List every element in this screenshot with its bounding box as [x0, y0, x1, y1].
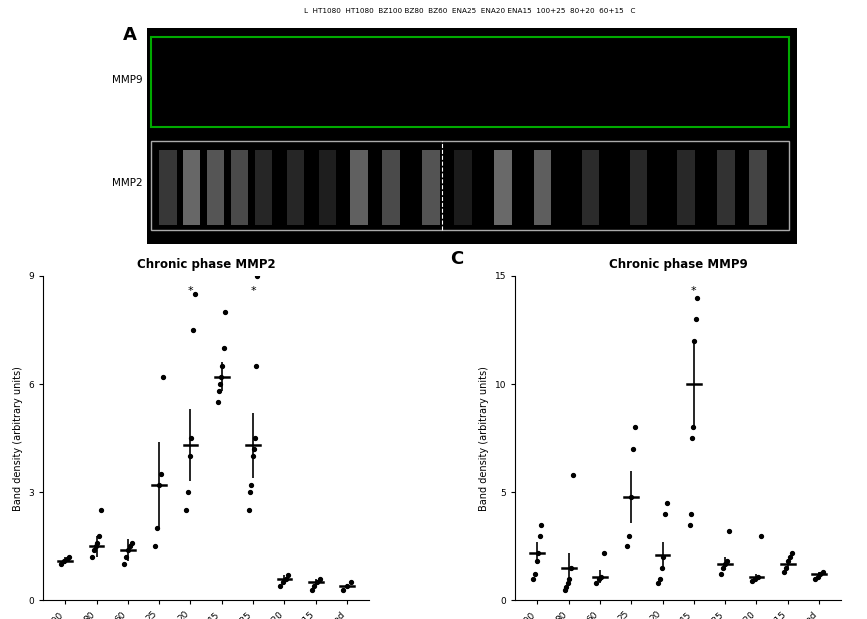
Title: Chronic phase MMP9: Chronic phase MMP9 [609, 258, 747, 271]
Bar [382, 150, 400, 225]
Y-axis label: Band density (arbitrary units): Band density (arbitrary units) [479, 366, 489, 511]
Text: MMP9: MMP9 [113, 75, 143, 85]
Bar [717, 150, 735, 225]
Text: *: * [187, 285, 193, 296]
Text: MMP2: MMP2 [113, 178, 143, 188]
Bar [287, 150, 304, 225]
Bar [749, 150, 766, 225]
Bar [183, 150, 200, 225]
Bar [454, 150, 472, 225]
Bar [582, 150, 599, 225]
Bar [207, 150, 225, 225]
Bar [677, 150, 695, 225]
Title: Chronic phase MMP2: Chronic phase MMP2 [137, 258, 276, 271]
Bar [422, 150, 440, 225]
Bar [151, 141, 789, 230]
Bar [629, 150, 647, 225]
Y-axis label: Band density (arbitrary units): Band density (arbitrary units) [13, 366, 23, 511]
Bar [231, 150, 248, 225]
Bar [255, 150, 272, 225]
Bar [350, 150, 368, 225]
Text: A: A [123, 25, 137, 43]
Text: *: * [691, 285, 697, 296]
Bar [534, 150, 551, 225]
Bar [159, 150, 177, 225]
Bar [494, 150, 512, 225]
Text: *: * [251, 285, 256, 296]
Bar [151, 37, 789, 127]
Bar [318, 150, 336, 225]
Text: C: C [450, 250, 464, 268]
Bar [147, 28, 797, 244]
Text: L  HT1080  HT1080  BZ100 BZ80  BZ60  ENA25  ENA20 ENA15  100+25  80+20  60+15   : L HT1080 HT1080 BZ100 BZ80 BZ60 ENA25 EN… [304, 8, 636, 14]
